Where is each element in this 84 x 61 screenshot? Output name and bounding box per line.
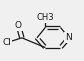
- Text: N: N: [66, 33, 72, 42]
- Text: CH3: CH3: [37, 13, 54, 22]
- Text: O: O: [15, 21, 22, 30]
- Text: Cl: Cl: [2, 38, 11, 47]
